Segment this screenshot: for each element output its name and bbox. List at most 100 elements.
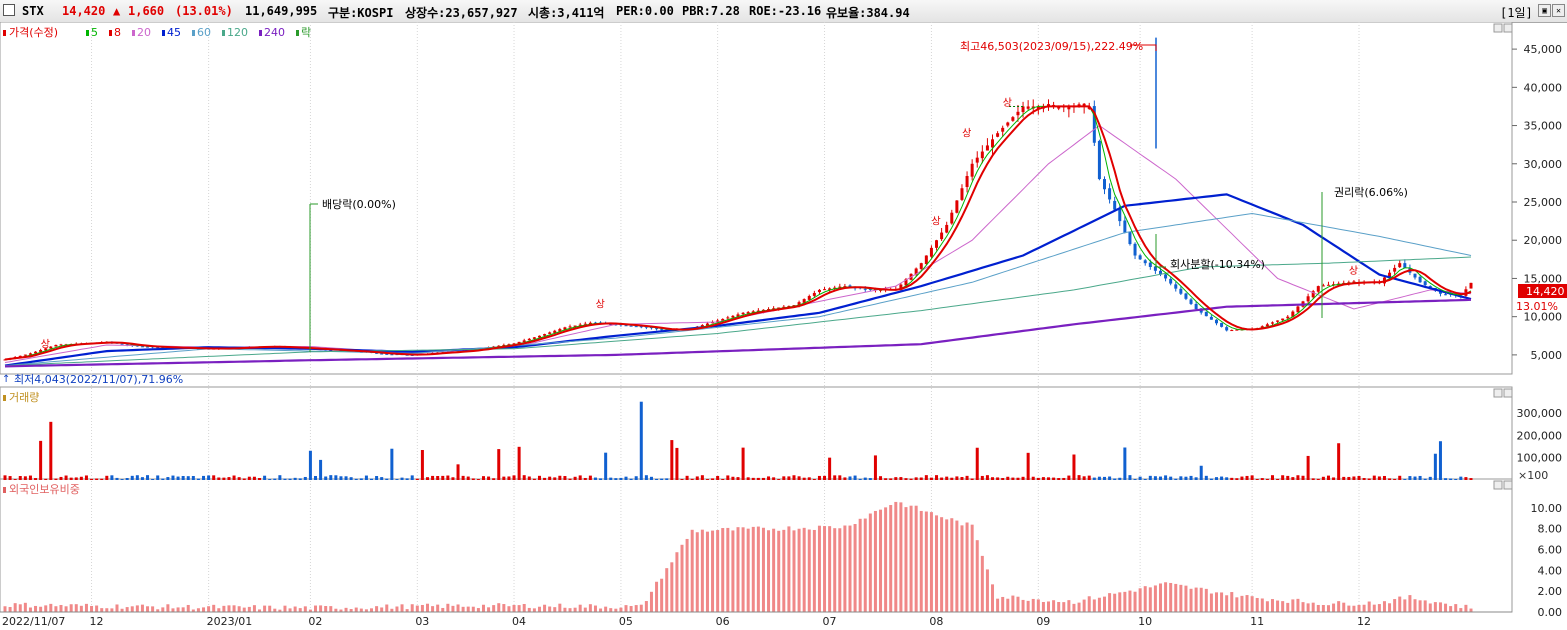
candle [996,133,1000,137]
foreign-bar [573,607,577,612]
foreign-bar [79,605,83,612]
foreign-bar [268,605,272,612]
candle [1209,316,1213,320]
foreign-bar [324,606,328,612]
foreign-bar [665,568,669,612]
volume-bar [1326,475,1330,480]
stock-chart[interactable]: 45,000 40,000 35,000 30,000 25,000 20,000 15,0… [0,22,1567,630]
volume-bar [354,478,358,480]
foreign-bar [1332,603,1336,612]
volume-bar [1235,478,1239,480]
foreign-bar [1382,601,1386,612]
foreign-bar [996,598,1000,612]
foreign-bar [69,604,73,612]
volume-bar [100,478,104,480]
volume-bar [629,478,633,480]
legend-ma-swatch [162,30,165,36]
volume-bar [1041,477,1045,480]
volume-bar [375,476,379,480]
foreign-bar [344,607,348,612]
volume-bar [1062,477,1066,480]
foreign-bar [1204,588,1208,612]
volume-bar [695,476,699,480]
candle [624,325,628,327]
volume-bar [828,457,832,480]
volume-bar [670,440,674,480]
volume-unit: ×100 [1518,469,1548,482]
volume-bar [23,476,27,480]
volume-bar [176,476,180,480]
volume-bar [741,447,745,480]
price-tick-label: 5,000 [1531,349,1563,362]
foreign-bar [792,530,796,612]
volume-bar [639,401,643,480]
candle [812,292,816,296]
volume-bar [8,476,12,480]
foreign-bar [110,608,114,612]
foreign-bar [772,528,776,612]
foreign-bar [578,604,582,612]
upper-limit-mark: 상 [1349,265,1358,277]
volume-bar [288,478,292,480]
foreign-bar [329,606,333,612]
foreign-bar [1092,599,1096,612]
volume-bar [833,475,837,480]
volume-bar [543,477,547,480]
volume-bar [940,477,944,480]
foreign-bar [283,605,287,612]
volume-bar [655,478,659,480]
foreign-bar [517,605,521,612]
change-pct: (13.01%) [175,4,233,18]
volume-bar [593,477,597,480]
restore-icon[interactable]: ▣ [1538,4,1551,17]
foreign-bar [105,608,109,612]
foreign-tick-label: 6.00 [1538,544,1563,557]
volume-bar [1164,475,1168,480]
checkbox[interactable] [3,4,15,16]
candle [1265,324,1269,327]
volume-bar [186,476,190,480]
volume-bar [1082,476,1086,480]
foreign-bar [731,530,735,612]
volume-bar [1133,479,1137,480]
foreign-bar [914,505,918,612]
volume-bar [507,476,511,480]
volume-bar [303,476,307,480]
legend-volume: 거래량 [9,391,39,404]
period-selector[interactable]: [1일] [1500,6,1533,20]
foreign-bar [258,609,262,612]
volume-bar [79,476,83,480]
foreign-bar [191,609,195,612]
volume-bar [115,477,119,480]
foreign-bar [1118,592,1122,612]
candle [1189,299,1193,304]
candle [863,288,867,290]
price-tick-label: 25,000 [1524,196,1563,209]
foreign-bar [863,518,867,612]
volume-bar [665,478,669,480]
volume-bar [1006,476,1010,480]
foreign-bar [1428,603,1432,612]
candle [39,349,43,353]
foreign-bar [614,608,618,612]
foreign-bar [420,604,424,612]
foreign-bar [1031,598,1035,612]
foreign-bar [202,607,206,612]
foreign-bar [583,607,587,612]
close-icon[interactable]: ✕ [1552,4,1565,17]
legend-ma-swatch [222,30,225,36]
price-tick-label: 20,000 [1524,234,1563,247]
foreign-bar [568,608,572,612]
volume-bar [950,477,954,480]
foreign-bar [756,526,760,612]
volume-bar [1189,475,1193,480]
foreign-bar [237,606,241,612]
foreign-bar [889,505,893,612]
candle [975,157,979,163]
candle [1057,106,1061,109]
legend-ma-8: 8 [114,26,121,39]
volume-bar [1169,476,1173,480]
foreign-bar [1276,600,1280,612]
volume-bar [461,475,465,480]
foreign-bar [685,538,689,612]
